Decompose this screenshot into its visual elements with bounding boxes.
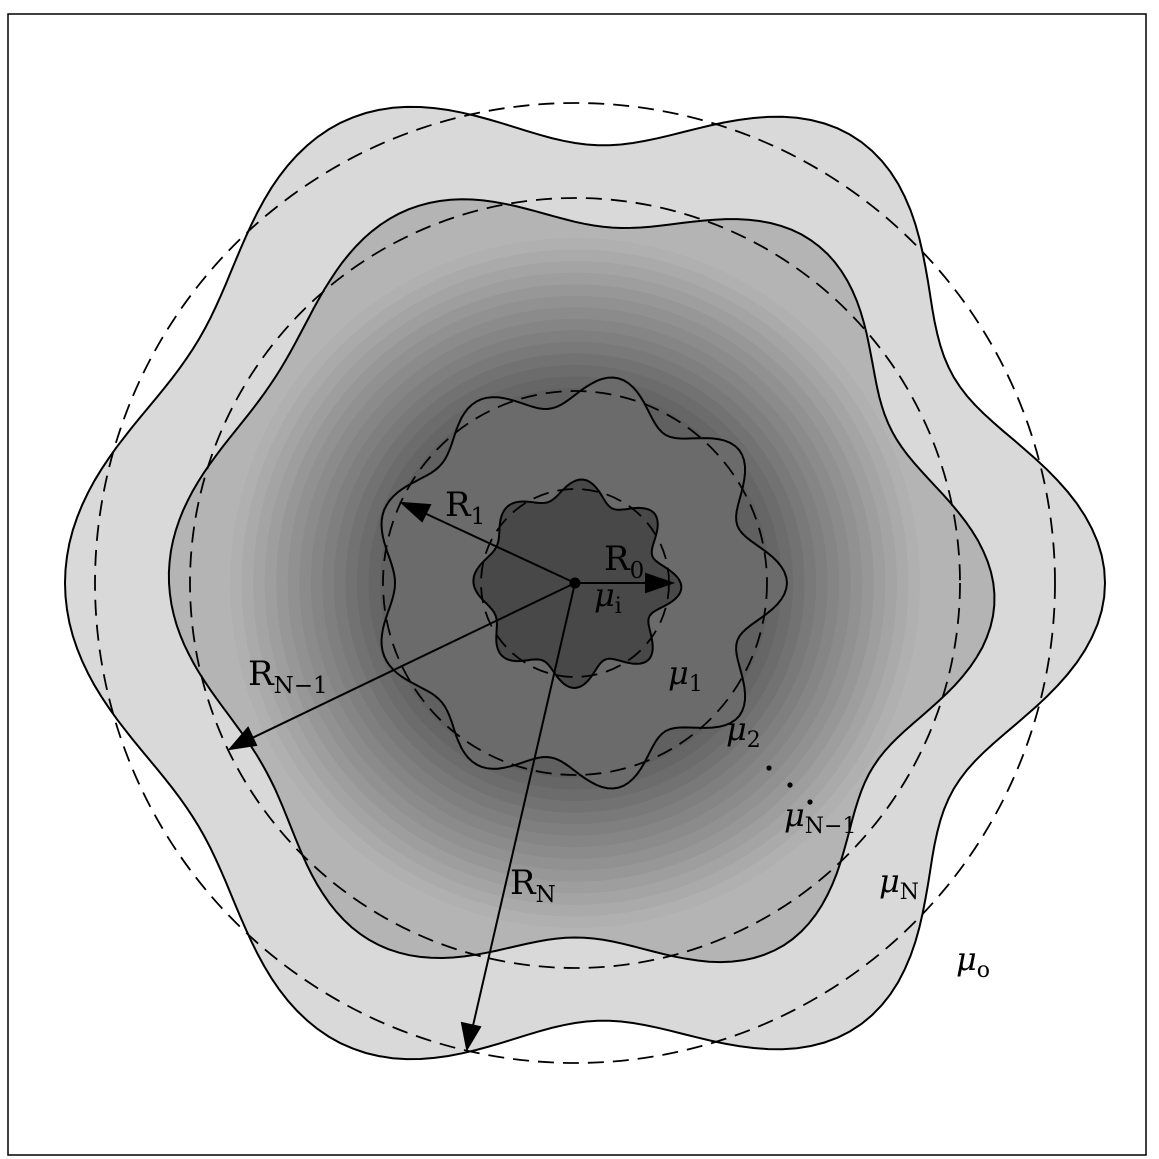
arrow-rn-head [460,1021,482,1052]
label-mu-1: μ1 [668,654,703,697]
label-mu-o: μo [956,940,990,983]
arrow-r1-head [399,501,432,523]
reference-circle [189,197,961,969]
arrow-rn1 [247,582,576,741]
arrow-rn [471,582,576,1031]
reference-circles [94,102,1056,1064]
arrow-r0-head [645,572,676,594]
label-rn1: RN−1 [248,654,328,699]
arrow-r1 [419,510,576,584]
label-r1: R1 [445,485,485,530]
reference-circle [382,390,768,776]
label-mu-n: μN [879,862,919,905]
label-mu-n1: μN−1 [784,796,856,839]
ellipsis-dots [766,765,813,805]
label-mu-2: μ2 [726,710,761,753]
ellipsis-dot [787,782,793,788]
ellipsis-dot [807,799,813,805]
reference-circle [94,102,1056,1064]
label-mu-i: μi [594,576,622,619]
label-rn: RN [510,863,556,908]
label-r0: R0 [604,539,644,584]
arrow-rn1-head [227,726,258,751]
radius-arrows [227,501,676,1052]
center-point [569,577,581,589]
ellipsis-dot [766,765,772,771]
second-layer-outline [167,198,996,964]
